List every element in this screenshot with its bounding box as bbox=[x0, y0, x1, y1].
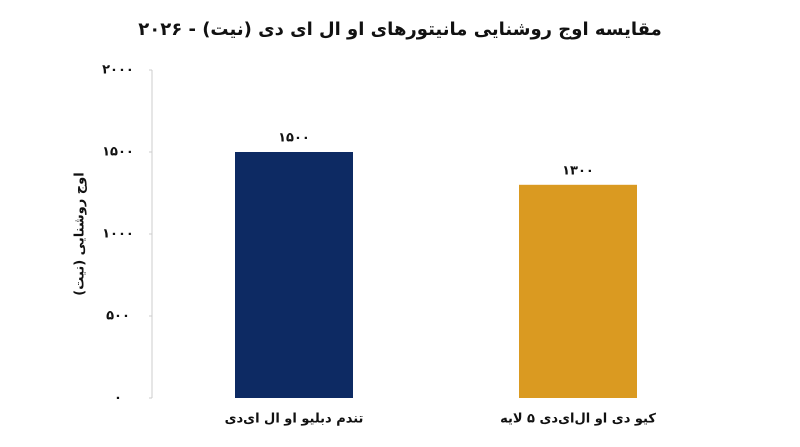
x-tick-label: کیو دی او ال‌ای‌دی ۵ لایه bbox=[500, 412, 656, 427]
y-tick-label: ۵۰۰ bbox=[106, 309, 130, 324]
y-tick-label: ۱۵۰۰ bbox=[102, 145, 134, 160]
y-axis-label: اوج روشنایی (نیت) bbox=[73, 172, 88, 295]
bar bbox=[235, 152, 353, 398]
y-tick-label: ۱۰۰۰ bbox=[102, 227, 134, 242]
value-label: ۱۳۰۰ bbox=[562, 163, 594, 178]
y-tick-label: ۲۰۰۰ bbox=[102, 63, 134, 78]
x-tick-label: تندم دبلیو او ال ای‌دی bbox=[225, 412, 364, 427]
chart-title: مقایسه اوج روشنایی مانیتورهای او ال ای د… bbox=[138, 19, 662, 40]
bar bbox=[519, 184, 637, 398]
value-label: ۱۵۰۰ bbox=[278, 131, 310, 146]
y-tick-label: ۰ bbox=[114, 391, 122, 406]
